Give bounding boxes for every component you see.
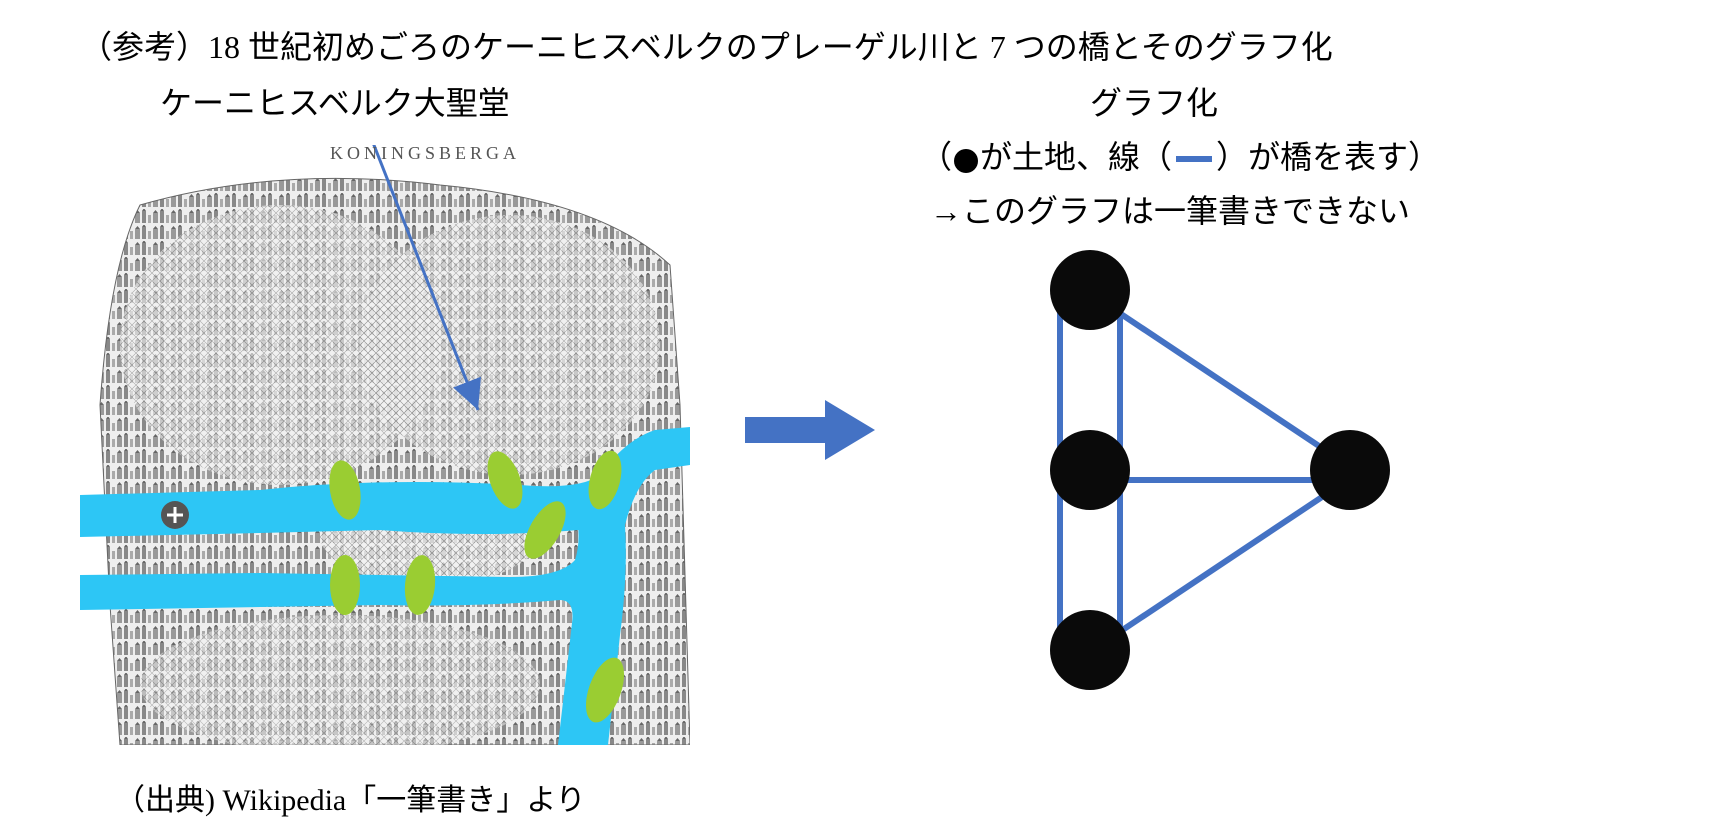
legend-text: （ が土地、線（ ）が橋を表す） <box>920 132 1440 178</box>
konigsberg-map: KONINGSBERGA <box>80 145 690 745</box>
legend-mid1: が土地、線（ <box>980 139 1172 175</box>
left-subtitle: ケーニヒスベルク大聖堂 <box>160 78 510 124</box>
compass-icon <box>161 501 189 529</box>
legend-dot-icon <box>954 149 978 173</box>
konigsberg-graph <box>980 240 1420 710</box>
conclusion-text: →このグラフは一筆書きできない <box>930 186 1410 232</box>
bridge-marker <box>330 555 360 615</box>
graph-node <box>1050 610 1130 690</box>
legend-mid2: ）が橋を表す） <box>1216 139 1440 175</box>
transition-arrow <box>745 395 875 465</box>
graph-edge <box>1100 485 1340 645</box>
source-caption: （出典) Wikipedia「一筆書き」より <box>115 775 586 819</box>
page-title: （参考）18 世紀初めごろのケーニヒスベルクのプレーゲル川と 7 つの橋とそのグ… <box>80 22 1333 68</box>
legend-line-icon <box>1176 156 1212 162</box>
graph-svg <box>980 240 1420 710</box>
graph-node <box>1050 430 1130 510</box>
right-subtitle: グラフ化 <box>1090 78 1218 124</box>
graph-edge <box>1100 300 1340 460</box>
graph-node <box>1310 430 1390 510</box>
legend-prefix: （ <box>920 139 952 175</box>
graph-node <box>1050 250 1130 330</box>
map-title-label: KONINGSBERGA <box>330 143 520 164</box>
map-svg <box>80 145 690 745</box>
graph-nodes <box>1050 250 1390 690</box>
city-texture <box>360 215 660 475</box>
